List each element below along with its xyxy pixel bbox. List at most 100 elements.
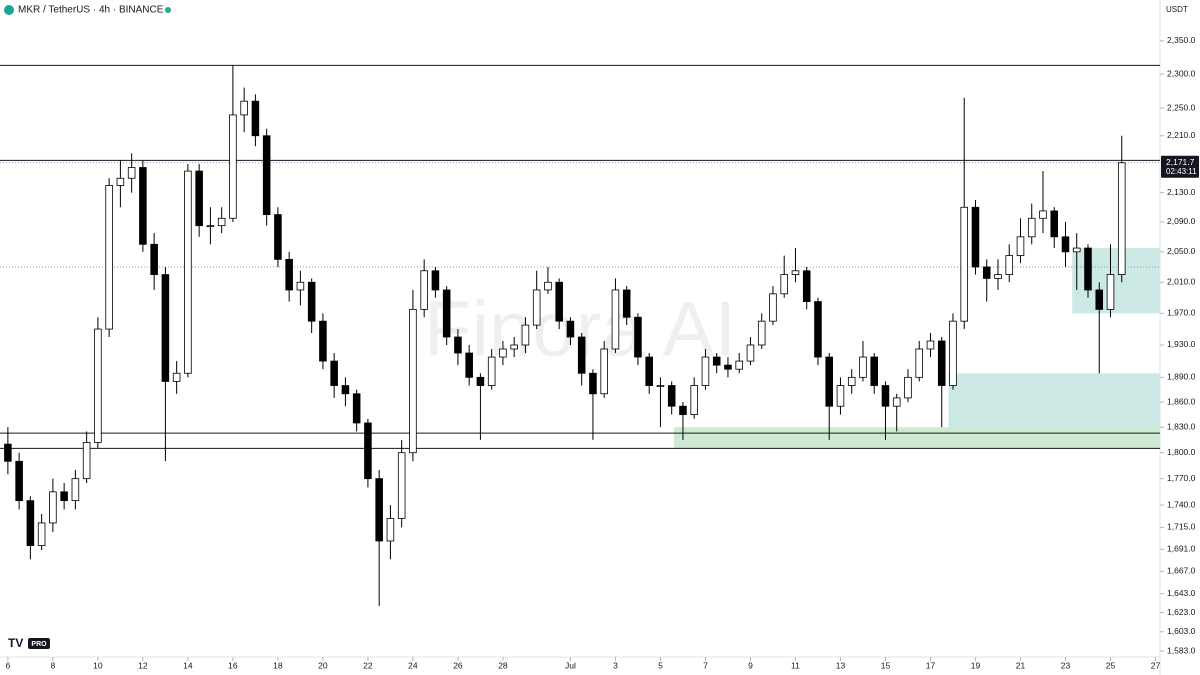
- candle-body: [206, 225, 215, 228]
- candle-body: [1005, 255, 1014, 275]
- candle-body: [521, 324, 530, 346]
- x-tick-label: 20: [318, 660, 328, 670]
- candle-body: [690, 385, 698, 415]
- candle-body: [757, 320, 766, 346]
- candle-body: [926, 340, 935, 350]
- candle-body: [319, 320, 327, 362]
- candle-body: [184, 170, 192, 374]
- x-tick-label: 7: [703, 660, 708, 670]
- candle-body: [262, 135, 271, 215]
- candle-body: [71, 478, 80, 502]
- x-tick-label: 9: [748, 660, 753, 670]
- candle-body: [1106, 274, 1115, 310]
- candle-body: [49, 491, 57, 524]
- candle-body: [330, 360, 338, 386]
- candle-body: [915, 348, 923, 378]
- candle-body: [589, 372, 597, 395]
- candle-body: [510, 344, 518, 350]
- candle-body: [1095, 289, 1104, 310]
- candle-body: [791, 270, 800, 275]
- candle-body: [656, 385, 665, 387]
- y-tick-label: 1,860.0: [1167, 396, 1196, 406]
- candle-body: [150, 243, 158, 275]
- x-tick-label: 11: [791, 660, 800, 670]
- candle-body: [127, 167, 136, 179]
- candle-body: [971, 206, 980, 268]
- last-price-bg: [1161, 155, 1199, 178]
- y-tick-label: 1,930.0: [1167, 339, 1196, 349]
- y-tick-label: 2,210.0: [1167, 130, 1196, 140]
- candle-body: [487, 356, 496, 386]
- y-tick-label: 1,667.0: [1167, 566, 1196, 576]
- countdown: 02:43:11: [1166, 167, 1197, 176]
- candle-body: [4, 443, 12, 462]
- candle-body: [904, 376, 912, 399]
- candle-body: [15, 460, 23, 502]
- y-tick-label: 2,130.0: [1167, 187, 1196, 197]
- last-price-tag: 2,171.702:43:11: [1161, 155, 1199, 178]
- candle-body: [634, 316, 642, 358]
- x-tick-label: 5: [658, 660, 663, 670]
- x-tick-label: 12: [138, 660, 148, 670]
- candles: [4, 65, 1126, 606]
- candle-body: [769, 293, 777, 322]
- candle-body: [724, 364, 732, 370]
- candle-body: [397, 452, 406, 519]
- x-tick-label: 14: [183, 660, 193, 670]
- candle-body: [994, 274, 1002, 279]
- candle-body: [285, 258, 293, 291]
- candle-body: [26, 500, 35, 546]
- x-tick-label: 17: [926, 660, 936, 670]
- x-tick-label: 25: [1106, 660, 1116, 670]
- candle-body: [577, 336, 586, 374]
- y-tick-label: 2,010.0: [1167, 277, 1196, 287]
- candle-body: [364, 422, 372, 480]
- candle-body: [566, 320, 575, 338]
- candle-body: [1061, 236, 1070, 253]
- candle-body: [982, 266, 991, 279]
- candle-body: [307, 281, 316, 322]
- candle-body: [667, 385, 676, 407]
- candle-body: [937, 340, 946, 386]
- x-tick-label: 24: [408, 660, 418, 670]
- candle-body: [949, 320, 957, 386]
- x-tick-label: 28: [498, 660, 508, 670]
- candle-body: [1117, 162, 1126, 275]
- candle-body: [217, 217, 226, 227]
- candle-body: [229, 114, 237, 219]
- x-tick-label: 18: [273, 660, 283, 670]
- x-tick-label: 8: [51, 660, 56, 670]
- y-tick-label: 1,970.0: [1167, 308, 1196, 318]
- candle-body: [780, 274, 788, 295]
- candle-body: [105, 185, 113, 330]
- candle-body: [825, 356, 833, 407]
- x-tick-label: 10: [93, 660, 103, 670]
- candle-body: [442, 289, 451, 338]
- y-tick-label: 1,830.0: [1167, 421, 1196, 431]
- y-tick-label: 1,623.0: [1167, 607, 1196, 617]
- candle-body: [172, 372, 181, 382]
- candle-body: [859, 356, 867, 378]
- logo-mark: TV: [8, 636, 23, 650]
- candle-body: [870, 356, 878, 386]
- x-tick-label: 19: [971, 660, 981, 670]
- candle-body: [814, 301, 822, 358]
- candle-body: [240, 100, 248, 116]
- candle-body: [1072, 247, 1081, 253]
- candle-body: [892, 397, 901, 407]
- candle-body: [116, 177, 125, 186]
- x-tick-label: 6: [6, 660, 11, 670]
- tv-logo: TV PRO: [8, 636, 50, 650]
- candle-body: [847, 376, 856, 386]
- candle-body: [296, 281, 305, 291]
- candle-body: [960, 206, 969, 322]
- currency-button[interactable]: USDT: [1166, 5, 1188, 14]
- y-tick-label: 2,050.0: [1167, 246, 1196, 256]
- candle-body: [701, 356, 710, 386]
- y-tick-label: 1,740.0: [1167, 499, 1196, 509]
- y-tick-label: 1,715.0: [1167, 522, 1196, 532]
- y-tick-label: 1,603.0: [1167, 626, 1196, 636]
- zone: [948, 373, 1160, 432]
